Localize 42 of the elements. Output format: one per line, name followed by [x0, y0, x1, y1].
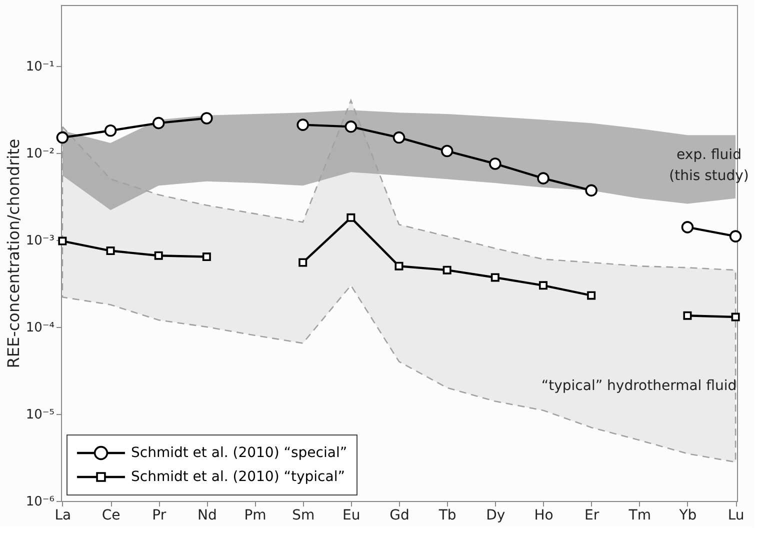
x-tick-label: Pm	[244, 508, 266, 524]
x-tick-label: Yb	[678, 508, 697, 524]
legend-label: Schmidt et al. (2010) “typical”	[131, 469, 345, 485]
point	[538, 281, 548, 290]
point	[681, 221, 694, 234]
x-tick-label: Tb	[438, 508, 456, 524]
point	[152, 116, 165, 130]
point	[56, 131, 69, 144]
y-tick-label: 10⁻²	[26, 146, 54, 162]
point	[442, 266, 452, 274]
x-tick-label: Gd	[390, 508, 410, 524]
x-tick-label: Er	[584, 508, 600, 524]
point	[346, 213, 356, 222]
point	[587, 291, 596, 300]
x-tick-label: Nd	[198, 508, 217, 524]
point	[729, 230, 742, 242]
y-tick-label: 10⁻⁶	[26, 494, 54, 510]
point	[104, 124, 117, 137]
y-tick-label: 10⁻⁴	[26, 320, 54, 336]
point	[731, 312, 740, 322]
x-tick-label: Eu	[342, 508, 360, 524]
point	[490, 273, 500, 282]
annotation: (this study)	[669, 168, 749, 184]
x-tick-label: Sm	[292, 508, 315, 524]
x-tick-label: La	[54, 508, 72, 524]
y-tick-label: 10⁻⁵	[26, 407, 54, 422]
point	[394, 262, 404, 270]
point	[200, 112, 213, 124]
y-tick-label: 10⁻³	[26, 233, 54, 248]
point	[298, 258, 308, 267]
y-axis-title: REE-concentration/chondrite	[4, 138, 23, 368]
x-tick-label: Ho	[534, 508, 554, 524]
y-tick-label: 10⁻¹	[26, 59, 54, 74]
x-tick-label: Dy	[486, 508, 506, 524]
legend-label: Schmidt et al. (2010) “special”	[131, 445, 348, 461]
x-tick-label: Lu	[728, 508, 744, 524]
point	[683, 311, 692, 320]
annotation: exp. fluid	[676, 147, 742, 163]
x-tick-label: Tm	[628, 508, 651, 524]
x-tick-label: Pr	[152, 508, 166, 524]
annotation: “typical” hydrothermal fluid	[541, 378, 737, 394]
x-tick-label: Ce	[102, 508, 120, 524]
